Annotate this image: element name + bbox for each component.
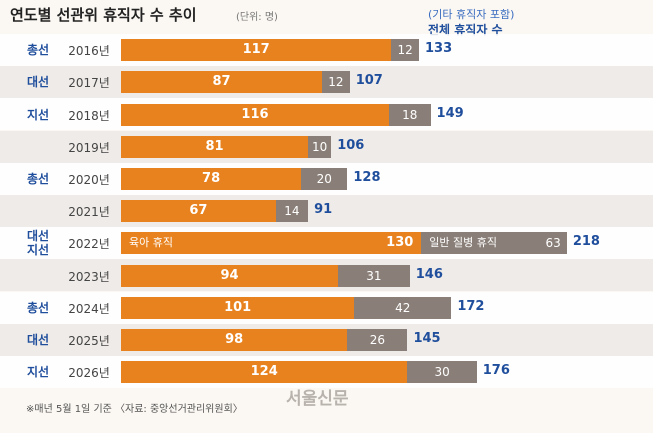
bar-value-label: 101: [224, 299, 252, 315]
y-tick-label: 2018년: [68, 108, 110, 123]
bar: [121, 167, 302, 190]
bar-value-label: 14: [284, 204, 300, 219]
y-tick-label: 2023년: [68, 269, 110, 284]
total-label: 107: [355, 73, 383, 89]
y-tick-label: 2017년: [68, 76, 110, 91]
total-note: (기타 휴직자 포함): [428, 8, 515, 21]
total-label: 146: [415, 266, 443, 282]
total-header: 전체 휴직자 수: [428, 23, 503, 37]
bar-value-label: 20: [316, 171, 332, 186]
bar: [121, 39, 392, 62]
unit-label: (단위: 명): [236, 12, 278, 23]
bar: [308, 135, 332, 158]
bar: [347, 328, 408, 351]
total-label: 133: [424, 41, 453, 57]
bar-value-label: 94: [220, 267, 239, 283]
election-label: 대선 지선: [26, 229, 50, 258]
row-band: [0, 195, 653, 227]
bar-value-label: 10: [312, 139, 328, 154]
bar: [121, 232, 422, 255]
y-tick-label: 2016년: [68, 44, 110, 59]
bar-value-label: 30: [434, 365, 450, 380]
election-label: 대선: [26, 332, 50, 347]
election-label: 총선: [26, 300, 50, 315]
bar: [391, 39, 419, 62]
election-label: 지선: [26, 107, 50, 122]
watermark: 서울신문: [286, 389, 349, 409]
footnote: ※매년 5월 1일 기준 〈자료: 중앙선거관리위원회〉: [26, 404, 243, 415]
election-label: 총선: [26, 171, 50, 186]
bar-value-label: 18: [402, 107, 418, 122]
bar-value-label: 116: [241, 106, 269, 122]
election-label: 지선: [26, 365, 50, 380]
y-tick-label: 2021년: [68, 205, 110, 220]
bar: [121, 103, 389, 126]
bar-value-label: 31: [366, 268, 382, 283]
chart-title: 연도별 선관위 휴직자 수 추이: [10, 6, 197, 24]
bar-value-label: 12: [328, 75, 344, 90]
y-tick-label: 2019년: [68, 140, 110, 155]
bar: [275, 200, 309, 223]
bar: [407, 361, 477, 384]
y-tick-label: 2025년: [68, 333, 110, 348]
total-label: 106: [337, 137, 365, 153]
bar: [354, 296, 452, 319]
bar: [121, 135, 309, 158]
bar-value-label: 67: [189, 203, 208, 219]
bar-value-label: 78: [202, 170, 221, 186]
election-label: 대선: [26, 75, 50, 90]
bar-value-label: 12: [397, 43, 413, 58]
bar: [121, 361, 408, 384]
bar-value-label: 117: [242, 42, 270, 58]
bar: [121, 296, 355, 319]
bar-value-label: 63: [545, 236, 561, 251]
bar: [421, 232, 567, 255]
bar: [121, 200, 276, 223]
bar-value-label: 26: [369, 332, 386, 347]
total-label: 149: [436, 105, 464, 121]
bar: [321, 71, 350, 94]
total-label: 91: [314, 202, 333, 218]
bar: [338, 264, 410, 287]
bar-value-label: 130: [386, 235, 414, 251]
y-tick-label: 2022년: [68, 237, 110, 252]
election-label: 총선: [26, 43, 50, 58]
total-label: 176: [482, 363, 510, 379]
bar: [121, 328, 348, 351]
bar-value-label: 42: [395, 300, 411, 315]
total-label: 172: [457, 298, 485, 314]
bar: [121, 71, 322, 94]
y-tick-label: 2020년: [68, 172, 110, 187]
bar-value-label: 87: [212, 74, 231, 90]
bar-value-label: 124: [250, 364, 278, 380]
total-label: 218: [572, 234, 600, 250]
bar: [388, 103, 431, 126]
bar-value-label: 81: [205, 138, 224, 154]
series-name: 육아 휴직: [129, 236, 173, 250]
y-tick-label: 2024년: [68, 301, 110, 316]
total-label: 145: [413, 330, 441, 346]
total-label: 128: [353, 169, 381, 185]
series-name: 일반 질병 휴직: [429, 236, 498, 250]
y-tick-label: 2026년: [68, 366, 110, 381]
bar: [301, 167, 348, 190]
bar: [121, 264, 339, 287]
bar-value-label: 98: [225, 331, 244, 347]
